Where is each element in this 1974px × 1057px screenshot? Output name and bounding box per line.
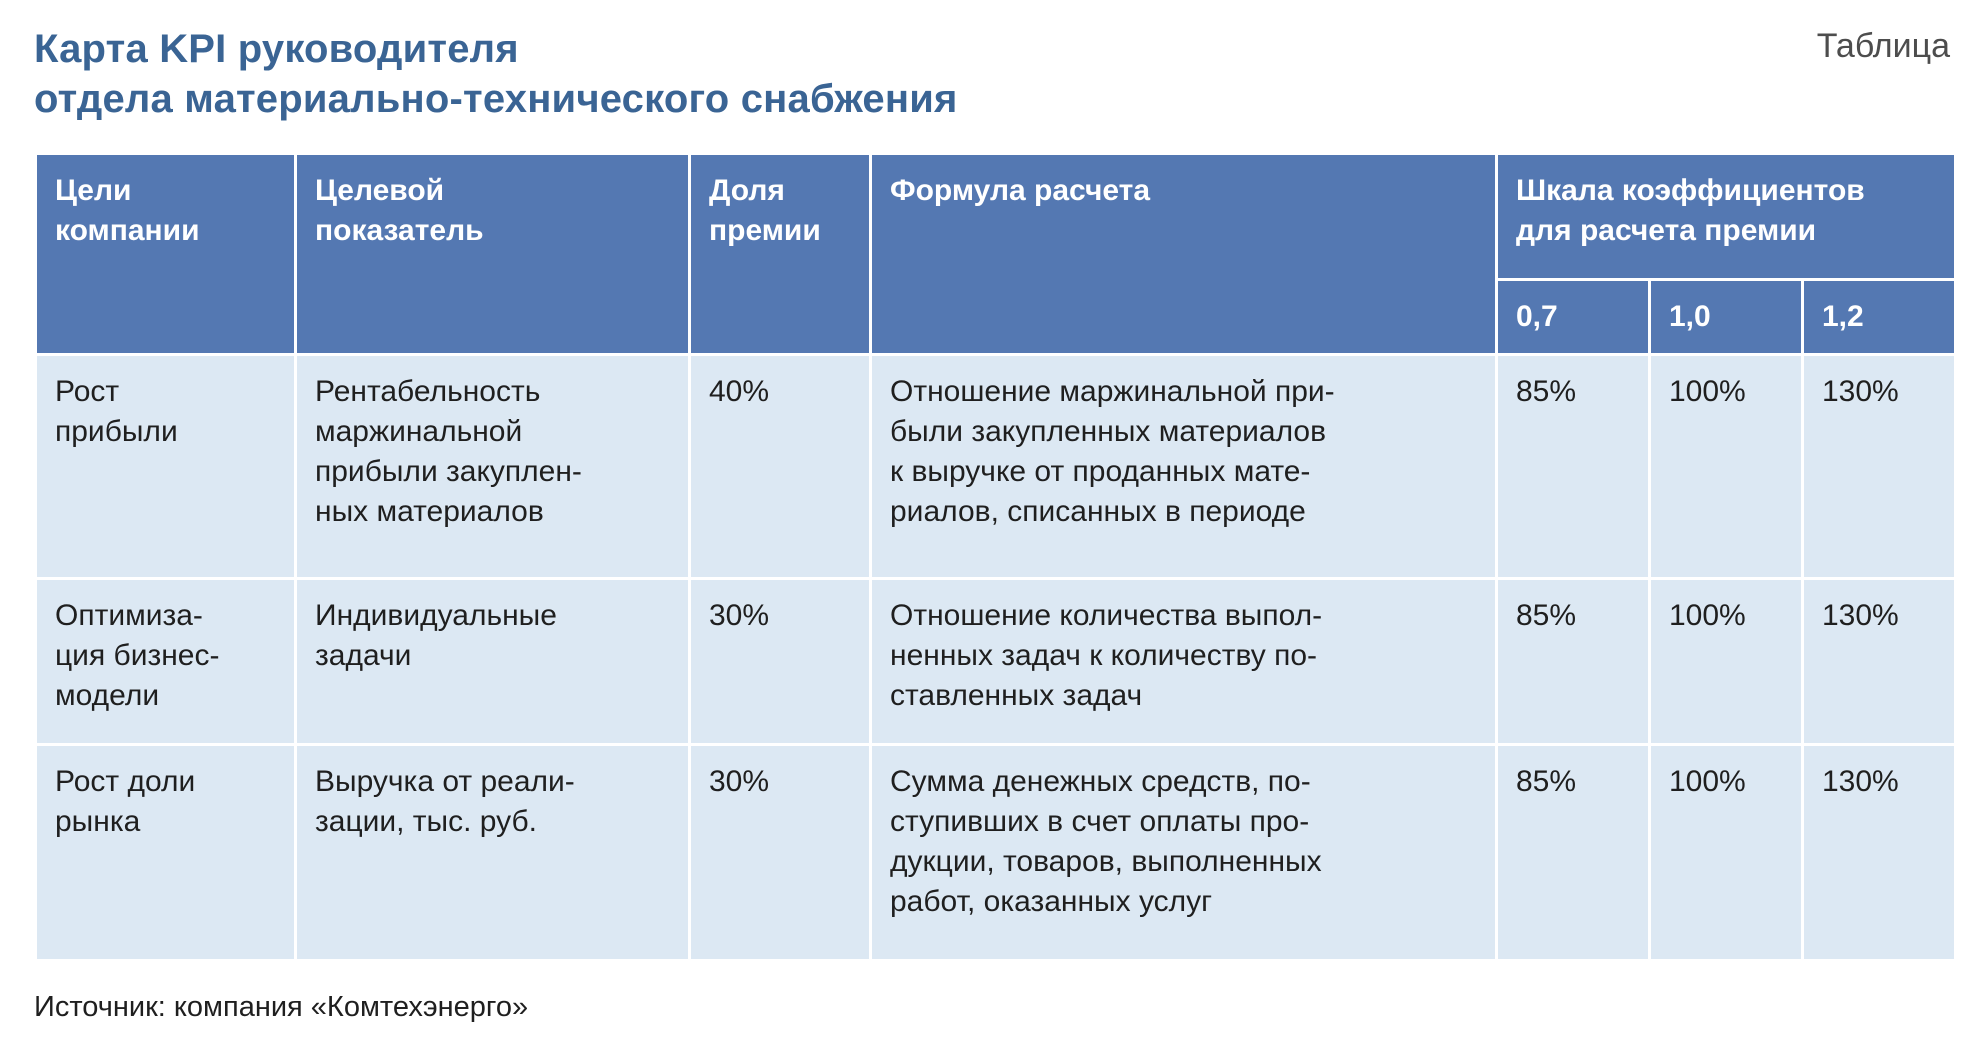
col-header-k07: 0,7 bbox=[1495, 278, 1651, 356]
cell-target: Выручка от реали- зации, тыс. руб. bbox=[294, 743, 691, 962]
cell-formula: Сумма денежных средств, по- ступивших в … bbox=[869, 743, 1498, 962]
source-note: Источник: компания «Комтехэнерго» bbox=[34, 991, 529, 1023]
page-title: Карта KPI руководителя отдела материально… bbox=[34, 24, 958, 124]
table-row: Рост доли рынка Выручка от реали- зации,… bbox=[34, 743, 1957, 962]
page-header: Карта KPI руководителя отдела материально… bbox=[34, 24, 1954, 124]
table-subheader-row: 0,7 1,0 1,2 bbox=[36, 278, 1957, 356]
page-title-line1: Карта KPI руководителя bbox=[34, 27, 519, 71]
figure-type-label: Таблица bbox=[1816, 27, 1950, 65]
cell-formula: Отношение маржинальной при- были закупле… bbox=[869, 353, 1498, 580]
table-row: Рост прибыли Рентабельность маржинальной… bbox=[34, 353, 1957, 580]
col-header-k10: 1,0 bbox=[1648, 278, 1804, 356]
cell-goal: Рост прибыли bbox=[34, 353, 297, 580]
cell-k07: 85% bbox=[1495, 577, 1651, 746]
cell-k10: 100% bbox=[1648, 353, 1804, 580]
col-header-scale-group: Шкала коэффициентов для расчета премии bbox=[1495, 152, 1957, 281]
cell-bonus-share: 40% bbox=[688, 353, 872, 580]
page: Карта KPI руководителя отдела материально… bbox=[34, 24, 1957, 1023]
cell-goal: Рост доли рынка bbox=[34, 743, 297, 962]
col-header-target-indicator: Целевой показатель bbox=[294, 152, 691, 356]
cell-target: Индивидуальные задачи bbox=[294, 577, 691, 746]
col-header-k12: 1,2 bbox=[1801, 278, 1957, 356]
cell-k07: 85% bbox=[1495, 743, 1651, 962]
cell-k12: 130% bbox=[1801, 577, 1957, 746]
table-row: Оптимиза- ция бизнес- модели Индивидуаль… bbox=[34, 577, 1957, 746]
table-header-row: Цели компании Целевой показатель Доля пр… bbox=[34, 152, 1957, 356]
col-header-formula: Формула расчета bbox=[869, 152, 1498, 356]
cell-target: Рентабельность маржинальной прибыли заку… bbox=[294, 353, 691, 580]
cell-k10: 100% bbox=[1648, 743, 1804, 962]
col-header-bonus-share: Доля премии bbox=[688, 152, 872, 356]
kpi-table: Цели компании Целевой показатель Доля пр… bbox=[34, 152, 1957, 962]
page-title-line2: отдела материально-технического снабжени… bbox=[34, 77, 958, 121]
col-header-company-goals: Цели компании bbox=[34, 152, 297, 356]
cell-bonus-share: 30% bbox=[688, 577, 872, 746]
cell-k12: 130% bbox=[1801, 353, 1957, 580]
cell-k07: 85% bbox=[1495, 353, 1651, 580]
cell-bonus-share: 30% bbox=[688, 743, 872, 962]
cell-goal: Оптимиза- ция бизнес- модели bbox=[34, 577, 297, 746]
cell-formula: Отношение количества выпол- ненных задач… bbox=[869, 577, 1498, 746]
cell-k12: 130% bbox=[1801, 743, 1957, 962]
cell-k10: 100% bbox=[1648, 577, 1804, 746]
